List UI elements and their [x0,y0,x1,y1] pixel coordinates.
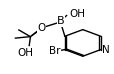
Text: Br: Br [49,46,60,56]
Text: B: B [57,16,64,26]
Text: OH: OH [68,9,84,19]
Text: N: N [101,45,109,55]
Text: OH: OH [18,48,34,58]
Text: O: O [37,23,45,33]
